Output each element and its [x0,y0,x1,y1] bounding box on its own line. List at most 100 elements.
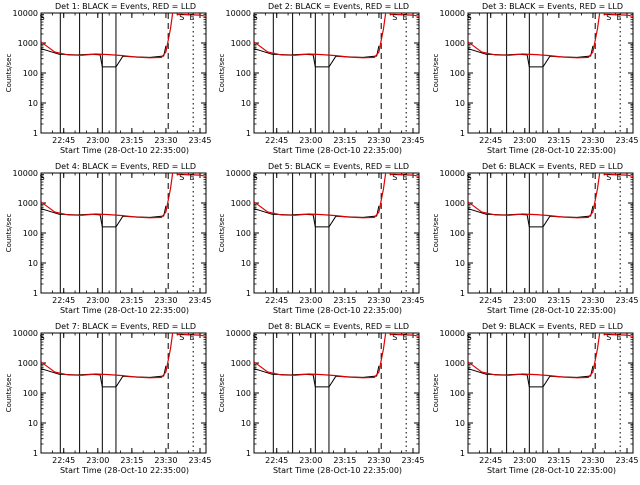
x-tick-label: 23:00 [86,296,109,305]
plot-area [254,13,419,133]
series-events [41,205,167,228]
plot-frame [467,332,634,454]
y-tick-label: 1 [33,129,38,138]
annotation-label: S [606,173,611,182]
y-tick-label: 100 [450,69,465,78]
annotation-label: S [179,333,184,342]
y-tick-label: 10000 [226,9,251,18]
chart-panel-5: Det 5: BLACK = Events, RED = LLD 1 10 100 10… [218,162,425,315]
y-tick-label: 10 [28,259,38,268]
x-tick-label: 23:00 [299,456,322,465]
plot-area [468,173,633,293]
y-tick-label: 100 [236,229,251,238]
annotation-label: S [392,173,397,182]
annotation-label: E [190,173,195,182]
plot-frame [40,12,207,134]
annotation-label: S [40,13,45,22]
x-tick-label: 23:15 [333,296,356,305]
x-axis-label: Start Time (28-Oct-10 22:35:00) [273,466,402,475]
chart-title: Det 1: BLACK = Events, RED = LLD [55,2,196,11]
y-axis-label: Counts/sec [432,374,440,413]
series-events [468,205,594,228]
annotation-label: S [392,333,397,342]
x-tick-label: 22:45 [479,296,502,305]
y-tick-label: 10000 [440,9,465,18]
x-tick-label: 23:45 [401,296,424,305]
y-axis-label: Counts/sec [218,54,226,93]
x-tick-label: 23:45 [401,136,424,145]
x-tick-label: 23:00 [513,296,536,305]
y-axis-label: Counts/sec [5,54,13,93]
series-events [468,45,594,68]
y-tick-label: 1000 [445,199,465,208]
annotation-label: S [467,13,472,22]
annotation-label: E [403,333,408,342]
chart-panel-1: Det 1: BLACK = Events, RED = LLD 1 10 100 10… [5,2,212,155]
x-tick-label: 23:30 [154,296,177,305]
y-tick-label: 10000 [13,169,38,178]
chart-panel-6: Det 6: BLACK = Events, RED = LLD 1 10 100 10… [432,162,639,315]
chart-panel-2: Det 2: BLACK = Events, RED = LLD 1 10 100 10… [218,2,425,155]
x-tick-label: 23:45 [188,296,211,305]
y-tick-label: 10000 [13,329,38,338]
chart-title: Det 2: BLACK = Events, RED = LLD [268,2,409,11]
x-axis-label: Start Time (28-Oct-10 22:35:00) [60,146,189,155]
x-tick-label: 23:00 [513,136,536,145]
plot-frame [467,172,634,294]
chart-title: Det 8: BLACK = Events, RED = LLD [268,322,409,331]
x-axis-label: Start Time (28-Oct-10 22:35:00) [273,306,402,315]
y-tick-label: 1000 [18,199,38,208]
x-tick-label: 23:15 [547,296,570,305]
x-tick-label: 23:45 [188,136,211,145]
plot-frame [40,332,207,454]
x-axis-label: Start Time (28-Oct-10 22:35:00) [273,146,402,155]
x-tick-label: 22:45 [265,296,288,305]
annotation-label: E [403,173,408,182]
plot-frame [253,12,420,134]
x-tick-label: 22:45 [52,296,75,305]
y-tick-label: 10 [28,99,38,108]
y-tick-label: 10000 [226,329,251,338]
x-tick-label: 23:15 [333,136,356,145]
y-tick-label: 1 [246,289,251,298]
series-lld [254,173,419,219]
y-tick-label: 10000 [440,329,465,338]
y-tick-label: 1000 [231,39,251,48]
x-tick-label: 23:00 [299,136,322,145]
x-tick-label: 22:45 [265,456,288,465]
chart-title: Det 3: BLACK = Events, RED = LLD [482,2,623,11]
y-tick-label: 100 [23,69,38,78]
y-tick-label: 1000 [231,199,251,208]
y-tick-label: 10000 [13,9,38,18]
annotation-label: E [403,13,408,22]
x-tick-label: 22:45 [479,456,502,465]
y-tick-label: 10 [241,259,251,268]
y-axis-label: Counts/sec [5,374,13,413]
y-tick-label: 1 [33,289,38,298]
annotation-label: E [617,173,622,182]
y-tick-label: 100 [23,389,38,398]
annotation-label: S [467,333,472,342]
chart-title: Det 9: BLACK = Events, RED = LLD [482,322,623,331]
chart-panel-3: Det 3: BLACK = Events, RED = LLD 1 10 100 10… [432,2,639,155]
series-events [254,205,380,228]
x-tick-label: 23:45 [615,456,638,465]
x-tick-label: 23:00 [299,296,322,305]
x-tick-label: 23:45 [188,456,211,465]
y-tick-label: 10 [455,419,465,428]
chart-title: Det 4: BLACK = Events, RED = LLD [55,162,196,171]
y-tick-label: 100 [23,229,38,238]
annotation-label: S [253,173,258,182]
x-axis-label: Start Time (28-Oct-10 22:35:00) [487,146,616,155]
annotation-label: S [392,13,397,22]
y-tick-label: 1 [460,129,465,138]
y-tick-label: 1000 [18,39,38,48]
series-lld [468,13,633,59]
y-axis-label: Counts/sec [432,214,440,253]
x-tick-label: 23:30 [367,456,390,465]
y-tick-label: 100 [450,229,465,238]
y-tick-label: 1 [246,129,251,138]
series-events [254,365,380,388]
series-lld [254,13,419,59]
